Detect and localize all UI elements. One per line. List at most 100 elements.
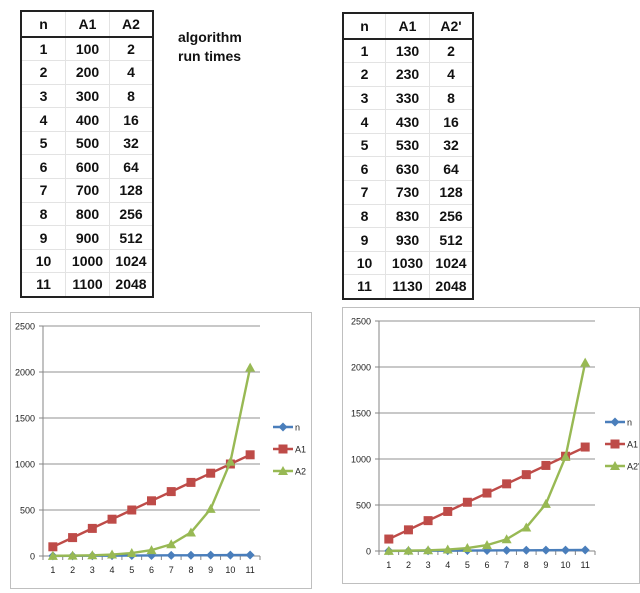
x-tick-label: 5: [465, 560, 470, 570]
n-marker-icon: [225, 550, 235, 560]
y-tick-label: 1000: [351, 455, 371, 465]
y-tick-label: 0: [366, 547, 371, 557]
table-row: 3 300 8: [21, 84, 153, 109]
legend-label: A1: [295, 445, 306, 455]
right-line-chart: 0 500 1000 1500 2000 2500 1 2 3 4 5 6 7 8 9 10 11 n A1 A2': [342, 307, 640, 584]
legend-n-marker-icon: [278, 422, 288, 432]
table-cell: 5: [21, 131, 66, 156]
x-tick-label: 4: [445, 560, 450, 570]
table-cell: 8: [343, 204, 386, 229]
table-cell: 128: [429, 180, 473, 205]
column-header: A2': [429, 13, 473, 40]
table-cell: 330: [385, 86, 430, 111]
y-tick-label: 2500: [351, 317, 371, 327]
table-cell: 512: [109, 225, 153, 250]
table-cell: 930: [385, 227, 430, 252]
table-cell: 64: [109, 154, 153, 180]
a2-marker-icon: [126, 548, 137, 558]
a2-marker-icon: [87, 550, 98, 560]
table-cell: 2: [343, 62, 386, 87]
table-cell: 5: [343, 133, 386, 158]
a2-marker-icon: [107, 549, 118, 559]
table-cell: 16: [109, 107, 153, 132]
a2prime-marker-icon: [560, 451, 571, 461]
table-cell: 2048: [109, 272, 153, 298]
a2prime-marker-icon: [580, 357, 591, 367]
table-cell: 300: [65, 84, 110, 109]
x-tick-label: 4: [110, 565, 115, 575]
a1-marker-icon: [147, 496, 156, 506]
x-tick-label: 1: [386, 560, 391, 570]
a2-marker-icon: [166, 539, 177, 549]
table-row: 8 830 256: [343, 204, 473, 229]
table-cell: 100: [65, 37, 110, 62]
legend-item: A1: [273, 444, 306, 455]
column-header: A1: [65, 11, 110, 38]
table-row: 6 630 64: [343, 156, 473, 182]
legend-item: A2: [273, 466, 306, 477]
table-cell: 7: [21, 178, 66, 203]
a1-marker-icon: [166, 487, 176, 497]
column-header: n: [343, 13, 386, 40]
table-cell: 8: [429, 86, 473, 111]
n-marker-icon: [245, 550, 255, 560]
y-tick-label: 1500: [351, 409, 371, 419]
column-header: n: [21, 11, 66, 38]
table-cell: 200: [65, 60, 110, 85]
table-cell: 1: [21, 37, 66, 62]
series-a1: [48, 450, 255, 552]
table-row: 9 900 512: [21, 225, 153, 250]
table-row: 3 330 8: [343, 86, 473, 111]
a2prime-marker-icon: [501, 534, 512, 544]
a2prime-marker-icon: [462, 543, 473, 553]
table-row: 7 700 128: [21, 178, 153, 203]
a1-marker-icon: [127, 505, 137, 515]
a1-marker-icon: [521, 470, 531, 480]
a2prime-marker-icon: [482, 540, 492, 550]
a2-marker-icon: [185, 527, 196, 537]
table-cell: 1100: [65, 272, 110, 298]
left-chart-canvas: 0 500 1000 1500 2000 2500 1 2 3 4 5 6 7 8 9 10 11 n A1 A2: [15, 322, 306, 576]
x-tick-label: 8: [188, 565, 193, 575]
a2-marker-icon: [67, 550, 78, 560]
legend-item: n: [605, 417, 632, 428]
table-cell: 256: [429, 204, 473, 229]
legend-n-marker-icon: [610, 417, 620, 427]
table-cell: 3: [343, 86, 386, 111]
legend-label: A1: [627, 440, 638, 450]
left-line-chart: 0 500 1000 1500 2000 2500 1 2 3 4 5 6 7 8 9 10 11 n A1 A2: [10, 312, 312, 589]
chart-annotation: algorithm run times: [178, 28, 242, 66]
table-cell: 3: [21, 84, 66, 109]
table-cell: 9: [21, 225, 66, 250]
y-tick-label: 2500: [15, 322, 35, 332]
y-tick-label: 500: [20, 506, 35, 516]
table-header-row: n A1 A2: [21, 11, 153, 38]
table-cell: 230: [385, 62, 430, 87]
a1-marker-icon: [186, 477, 196, 487]
chart-legend: n A1 A2: [273, 422, 306, 477]
x-tick-label: 8: [524, 560, 529, 570]
a1-marker-icon: [502, 479, 512, 489]
n-marker-icon: [166, 550, 176, 560]
table-cell: 6: [21, 154, 66, 180]
x-tick-label: 5: [129, 565, 134, 575]
left-data-table: n A1 A2 1 100 2 2 200 4 3 300 8 4 400 16 5 500 32 6 600 6…: [20, 10, 154, 298]
table-cell: 830: [385, 204, 430, 229]
table-row: 2 200 4: [21, 60, 153, 85]
table-row: 7 730 128: [343, 180, 473, 205]
table-cell: 1000: [65, 249, 110, 274]
x-tick-label: 3: [90, 565, 95, 575]
table-cell: 512: [429, 227, 473, 252]
table-row: 8 800 256: [21, 202, 153, 227]
table-cell: 730: [385, 180, 430, 205]
a1-marker-icon: [482, 488, 492, 498]
table-cell: 11: [343, 274, 386, 300]
n-marker-icon: [580, 545, 590, 555]
table-cell: 8: [21, 202, 66, 227]
y-tick-label: 0: [30, 552, 35, 562]
table-cell: 9: [343, 227, 386, 252]
table-cell: 430: [385, 109, 430, 134]
legend-label: n: [295, 423, 300, 433]
table-header-row: n A1 A2': [343, 13, 473, 40]
table-cell: 8: [109, 84, 153, 109]
